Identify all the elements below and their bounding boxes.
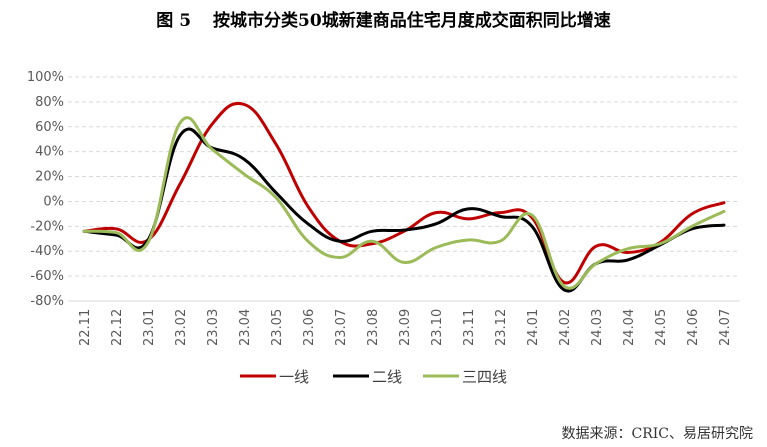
figure-label: 图 5: [156, 11, 192, 31]
y-tick-label: 40%: [35, 145, 64, 160]
y-tick-label: -80%: [30, 294, 64, 309]
series-line-2: [82, 116, 726, 290]
x-tick-label: 24.05: [654, 309, 669, 346]
x-tick-label: 23.10: [430, 309, 445, 346]
x-tick-label: 23.07: [334, 309, 349, 346]
x-tick-label: 23.03: [206, 309, 221, 346]
x-tick-label: 23.04: [238, 309, 253, 346]
series-line-1: [82, 127, 726, 293]
legend-label-0: 一线: [279, 368, 309, 386]
figure-title: 按城市分类50城新建商品住宅月度成交面积同比增速: [213, 11, 611, 31]
y-tick-label: 100%: [27, 70, 64, 85]
x-tick-label: 24.04: [622, 309, 637, 346]
x-tick-label: 23.02: [174, 309, 189, 346]
x-tick-label: 24.02: [558, 309, 573, 346]
x-tick-label: 24.01: [526, 309, 541, 346]
y-tick-label: 80%: [35, 95, 64, 110]
x-tick-label: 24.06: [686, 309, 701, 346]
x-tick-label: 23.06: [302, 309, 317, 346]
series-line-0: [82, 101, 726, 285]
legend-label-2: 三四线: [462, 368, 507, 386]
x-tick-label: 24.03: [590, 309, 605, 346]
y-tick-label: -60%: [30, 269, 64, 284]
legend-label-1: 二线: [372, 368, 402, 386]
x-tick-label: 23.01: [142, 309, 157, 346]
data-source: 数据来源：CRIC、易居研究院: [561, 426, 754, 442]
y-tick-label: 60%: [35, 120, 64, 135]
x-tick-label: 22.12: [110, 309, 125, 346]
x-tick-label: 23.05: [270, 309, 285, 346]
chart-title: 图 5 按城市分类50城新建商品住宅月度成交面积同比增速: [0, 6, 767, 31]
y-tick-label: -40%: [30, 244, 64, 259]
x-tick-label: 24.07: [718, 309, 733, 346]
x-tick-label: 23.11: [462, 309, 477, 346]
x-tick-label: 22.11: [78, 309, 93, 346]
y-tick-label: 20%: [35, 170, 64, 185]
y-tick-label: 0%: [43, 194, 64, 209]
x-tick-label: 23.08: [366, 309, 381, 346]
x-tick-label: 23.09: [398, 309, 413, 346]
x-tick-label: 23.12: [494, 309, 509, 346]
y-tick-label: -20%: [30, 219, 64, 234]
